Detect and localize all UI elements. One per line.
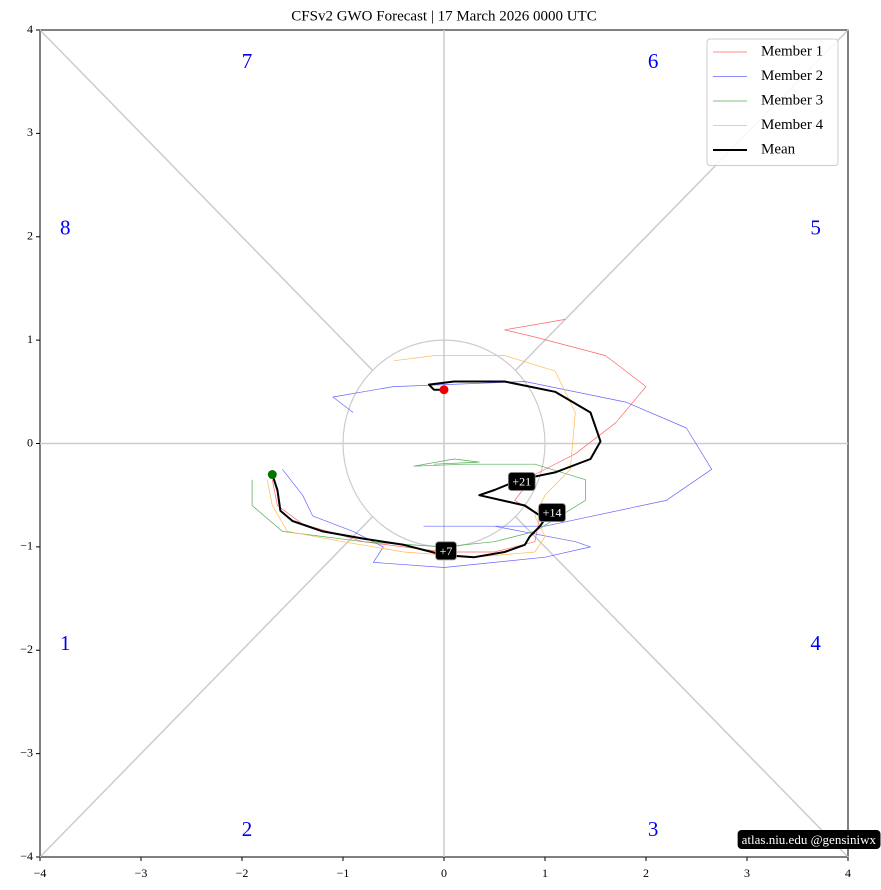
phase-label: 1	[60, 631, 71, 655]
y-tick-label: 2	[27, 229, 33, 243]
phase-divider	[39, 29, 374, 371]
member-line	[282, 381, 713, 568]
legend-label: Mean	[761, 141, 796, 157]
day-label: +7	[435, 541, 457, 561]
day-label: +14	[538, 503, 566, 522]
x-tick-label: −1	[337, 866, 350, 880]
end-marker	[439, 385, 449, 395]
legend-box	[706, 38, 839, 166]
y-tick-label: 1	[27, 332, 33, 346]
y-tick-label: −4	[20, 849, 33, 863]
day-label-text: +14	[543, 506, 562, 520]
x-tick-label: 0	[441, 866, 447, 880]
watermark: atlas.niu.edu @gensiniwx	[737, 829, 881, 849]
watermark-box	[737, 829, 881, 849]
day-label-text: +7	[440, 544, 453, 558]
start-marker	[267, 470, 277, 480]
phase-label: 3	[648, 817, 659, 841]
y-tick-label: −3	[20, 745, 33, 759]
member-line	[251, 458, 586, 548]
x-tick-label: −2	[236, 866, 249, 880]
y-tick-label: 0	[27, 435, 33, 449]
day-label-box	[538, 503, 566, 522]
chart-title: CFSv2 GWO Forecast | 17 March 2026 0000 …	[291, 8, 596, 24]
day-label-text: +21	[512, 475, 531, 489]
legend-label: Member 2	[761, 68, 823, 84]
phase-divider	[39, 516, 374, 858]
y-tick-label: 3	[27, 125, 33, 139]
mean-line	[271, 380, 602, 559]
y-tick-label: 4	[27, 22, 33, 36]
day-label: +21	[507, 472, 536, 491]
x-tick-label: −3	[135, 866, 148, 880]
y-tick-label: −1	[20, 539, 33, 553]
x-tick-label: 3	[744, 866, 750, 880]
phase-label: 8	[60, 215, 71, 239]
day-label-box	[507, 472, 536, 491]
phase-divider	[514, 516, 849, 858]
watermark-text: atlas.niu.edu @gensiniwx	[742, 832, 877, 847]
x-tick-label: −4	[34, 866, 47, 880]
phase-label: 4	[810, 631, 821, 655]
phase-label: 2	[242, 817, 253, 841]
phase-label: 5	[810, 215, 821, 239]
day-label-box	[435, 541, 457, 561]
x-tick-label: 2	[643, 866, 649, 880]
phase-label: 7	[242, 49, 253, 73]
legend-label: Member 1	[761, 43, 823, 59]
legend-label: Member 4	[761, 117, 824, 133]
phase-label: 6	[648, 49, 659, 73]
x-tick-label: 1	[542, 866, 548, 880]
legend-label: Member 3	[761, 92, 823, 108]
x-tick-label: 4	[845, 866, 851, 880]
y-tick-label: −2	[20, 642, 33, 656]
